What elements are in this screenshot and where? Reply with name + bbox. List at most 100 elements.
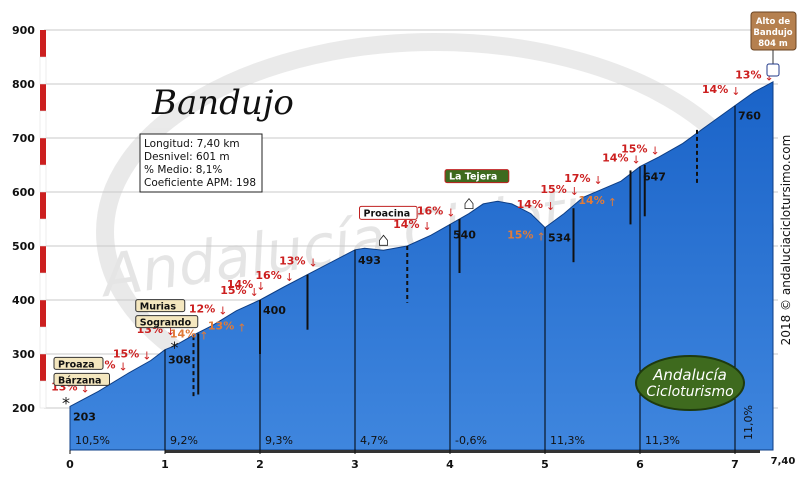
y-tick-label: 800 [12,78,35,91]
y-tick-label: 500 [12,240,35,253]
slope-mark: 14% ↓ [393,218,432,233]
x-tick-label: 2 [256,458,264,471]
slope-mark-label: 13% [279,255,305,268]
slope-arrow-icon: ↓ [119,360,128,373]
chart-title: Bandujo [151,83,294,123]
y-tick-label: 200 [12,402,35,415]
place-marker: Sogrando [135,315,199,329]
slope-arrow-icon: ↓ [285,271,294,284]
x-end-label: 7,40 [771,456,796,467]
y-scale-segment [39,56,47,85]
km-altitudes: 203 308 400 493 540 534 647 760 [73,110,761,424]
slope-mark: 13% ↑ [208,319,247,334]
slope-mark-label: 14% [602,151,628,164]
summit-marker-icon [766,63,780,77]
x-axis: 0 1 2 3 4 5 6 7 7,40 [66,450,795,471]
x-tick-label: 4 [446,458,454,471]
place-label: Proaza [58,359,95,370]
y-axis: 200 300 400 500 600 700 800 900 [12,24,47,415]
slope-mark: 14% ↓ [702,83,741,98]
y-scale-segment [39,326,47,355]
slope-mark: 16% ↓ [417,204,456,219]
place-tag [444,169,510,184]
km-altitude-label: 493 [358,254,381,267]
slope-mark: 15% ↓ [220,284,259,299]
km-altitude-label: 647 [643,171,666,184]
y-tick-label: 400 [12,294,35,307]
x-tick-label: 3 [351,458,359,471]
slope-mark-label: 13% [208,319,234,332]
slope-mark-label: 15% [113,348,139,361]
info-apm: Coeficiente APM: 198 [144,177,256,189]
brand-logo: Andalucía Cicloturismo [635,355,745,411]
place-tag [359,205,418,220]
place-tag [135,315,199,329]
house-icon [379,234,388,246]
place-label: Murias [140,302,177,313]
slope-arrow-icon: ↓ [256,280,265,293]
y-scale-segment [39,110,47,139]
slope-mark: 13% ↓ [735,68,774,83]
slope-arrow-icon: ↓ [81,382,90,395]
x-tick-label: 1 [161,458,169,471]
slope-arrow-icon: ↓ [570,185,579,198]
y-scale-segment [40,354,46,381]
slope-mark-label: 12% [189,303,215,316]
y-scale-segment [39,164,47,193]
slope-arrow-icon: ↓ [765,70,774,83]
km-gradient-label: 9,3% [265,434,293,447]
y-scale-segment [40,192,46,219]
y-scale-segment [40,138,46,165]
info-box: Longitud: 7,40 km Desnivel: 601 m % Medi… [139,133,263,193]
slope-mark: 15% ↓ [621,142,660,157]
slope-mark-label: 15% [220,284,246,297]
place-marker: La Tejera [444,169,510,209]
slope-arrow-icon: ↓ [218,305,227,318]
junction-star-icon: * [171,338,179,357]
slope-mark: 14% ↓ [602,151,641,166]
km-gradient-label: 9,2% [170,434,198,447]
km-altitude-label: 540 [453,228,476,241]
slope-arrow-icon: ↓ [423,220,432,233]
y-scale-segment [39,380,47,409]
slope-mark-label: 13% [735,68,761,81]
slope-mark: 14% ↑ [578,194,617,209]
slope-mark: 15% ↓ [540,183,579,198]
slope-mark-label: 14% [578,194,604,207]
summit-label: Alto de Bandujo 804 m [750,11,797,77]
slope-mark-label: 15% [621,142,647,155]
slope-arrow-icon: ↓ [731,85,740,98]
slope-arrow-icon: ↓ [546,200,555,213]
place-marker: Proacina [359,205,418,246]
place-tag [135,299,186,313]
slope-mark: 13% ↓ [279,255,318,270]
place-marker: Bárzana [53,372,110,386]
slope-mark: 15%↓ [113,348,152,363]
bottom-bar [165,450,760,453]
slope-mark-label: 15% [507,229,533,242]
km-gradient-label: 11,0% [742,405,755,440]
slope-mark: 14% ↓ [227,278,266,293]
y-scale-segment [40,246,46,273]
slope-arrow-icon: ↓ [250,286,259,299]
place-marker: Murias [135,299,186,313]
summit-line-2: Bandujo [753,28,792,38]
slope-mark: 16% ↓ [255,269,294,284]
slope-arrow-icon: ↓ [594,174,603,187]
x-tick-label: 5 [541,458,549,471]
slope-arrow-icon: ↓ [632,153,641,166]
y-scale-segment [39,272,47,301]
y-tick-label: 900 [12,24,35,37]
y-scale-segment [39,218,47,247]
y-scale-segment [40,300,46,327]
slope-mark-label: 15% [540,183,566,196]
place-label: Sogrando [140,318,192,329]
slope-mark-label: 14% [702,83,728,96]
slope-mark-label: 14% [517,198,543,211]
place-label: La Tejera [449,172,497,183]
km-altitude-label: 203 [73,410,96,423]
slope-arrow-icon: ↓ [651,144,660,157]
km-gradient-label: -0,6% [455,434,487,447]
km-altitude-label: 308 [168,354,191,367]
